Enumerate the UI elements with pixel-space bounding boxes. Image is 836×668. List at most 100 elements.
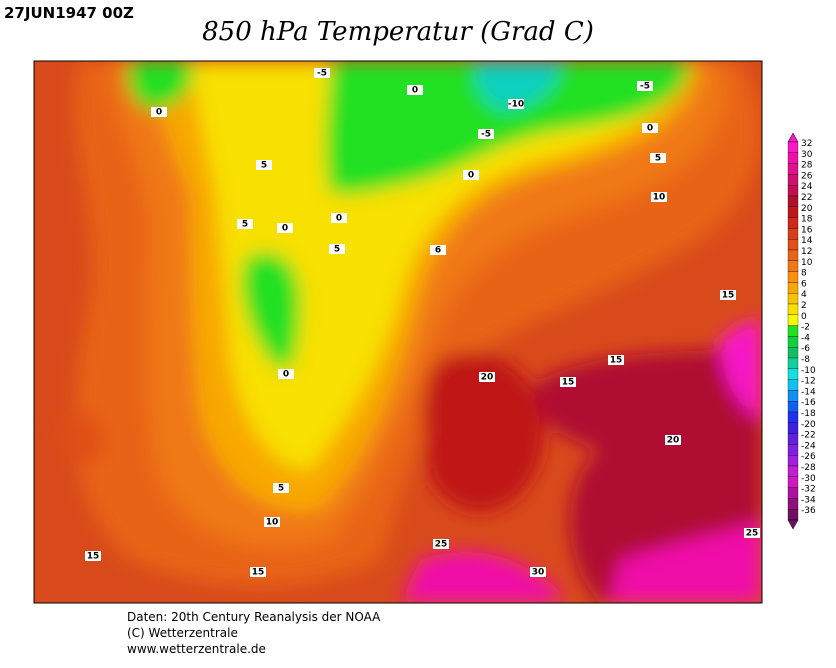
contour-label-box	[430, 245, 446, 255]
contour-labels: -5 0 -10 -5 -5 0 5 10 0 5 5 0 0 5 6 0 0 15 15 15 20 20 5 10 15 15…	[85, 68, 760, 578]
colorbar-label: 2	[801, 301, 807, 311]
colorbar: 32302826242220181614121086420-2-4-6-8-10…	[787, 132, 816, 530]
contour-label-box	[744, 528, 760, 538]
contour-label: 6	[435, 246, 441, 256]
contour-label: 5	[242, 220, 248, 230]
contour-label-box	[720, 290, 736, 300]
contour-label: 0	[412, 86, 418, 96]
colorbar-label: 14	[801, 236, 813, 246]
contour-label: 25	[746, 529, 759, 539]
colorbar-bin	[787, 271, 799, 283]
colorbar-bin	[787, 422, 799, 434]
colorbar-label: 24	[801, 182, 813, 192]
contour-label: 15	[610, 356, 623, 366]
colorbar-label: -22	[801, 431, 816, 441]
contour-label-box	[665, 435, 681, 445]
temperature-field	[34, 61, 762, 603]
map-frame	[33, 60, 763, 604]
contour-label: 15	[562, 378, 575, 388]
colorbar-bin	[787, 498, 799, 510]
colorbar-bin	[787, 401, 799, 413]
contour-label-box	[314, 68, 330, 78]
colorbar-bin	[787, 141, 799, 153]
contour-label-box	[407, 85, 423, 95]
colorbar-label: -16	[801, 398, 816, 408]
contour-label: 5	[334, 245, 340, 255]
contour-label-box	[331, 213, 347, 223]
colorbar-label: -28	[801, 463, 816, 473]
colorbar-label: -24	[801, 441, 816, 451]
contour-label-box	[637, 81, 653, 91]
contour-label: 15	[252, 568, 265, 578]
colorbar-label: -34	[801, 495, 816, 505]
contour-label-box	[277, 223, 293, 233]
contour-label-box	[463, 170, 479, 180]
contour-label: 20	[481, 373, 494, 383]
colorbar-bin	[787, 239, 799, 251]
contour-label: 15	[722, 291, 735, 301]
map-title: 850 hPa Temperatur (Grad C)	[202, 17, 594, 47]
footer-line: Daten: 20th Century Reanalysis der NOAA	[127, 610, 381, 624]
colorbar-bin	[787, 455, 799, 467]
contour-label: 25	[435, 540, 448, 550]
contour-label: 0	[156, 108, 162, 118]
colorbar-bin	[787, 476, 799, 488]
footer-line: (C) Wetterzentrale	[127, 626, 238, 640]
colorbar-label: -36	[801, 506, 816, 516]
contour-label-box	[508, 99, 524, 109]
contour-label: 5	[278, 484, 284, 494]
colorbar-bin	[787, 228, 799, 240]
colorbar-bin	[787, 314, 799, 326]
colorbar-bin	[787, 174, 799, 186]
colorbar-label: -26	[801, 452, 816, 462]
colorbar-label: 6	[801, 279, 807, 289]
contour-label-box	[479, 372, 495, 382]
colorbar-label: 28	[801, 161, 813, 171]
colorbar-bin	[787, 260, 799, 272]
colorbar-bin	[787, 206, 799, 218]
contour-label: 0	[283, 370, 289, 380]
colorbar-bin	[787, 163, 799, 175]
contour-label-box	[433, 539, 449, 549]
colorbar-bin	[787, 152, 799, 164]
contour-label-box	[651, 192, 667, 202]
colorbar-label: 18	[801, 215, 813, 225]
contour-label-box	[478, 129, 494, 139]
colorbar-label: -8	[801, 355, 810, 365]
colorbar-bin	[787, 465, 799, 477]
contour-label: 10	[266, 518, 279, 528]
colorbar-bin	[787, 347, 799, 359]
colorbar-label: 20	[801, 204, 813, 214]
colorbar-bin	[787, 217, 799, 229]
contour-label: 10	[653, 193, 666, 203]
colorbar-bin	[787, 249, 799, 261]
colorbar-label: -6	[801, 344, 810, 354]
colorbar-label: -30	[801, 474, 816, 484]
colorbar-bin	[787, 185, 799, 197]
colorbar-cap	[787, 132, 799, 143]
colorbar-bin	[787, 509, 799, 521]
colorbar-label: 0	[801, 312, 807, 322]
colorbar-bin	[787, 411, 799, 423]
contour-label: -5	[317, 69, 327, 79]
contour-label-box	[608, 355, 624, 365]
date-label: 27JUN1947 00Z	[4, 4, 134, 22]
contour-label-box	[250, 567, 266, 577]
contour-label-box	[273, 483, 289, 493]
colorbar-label: 26	[801, 171, 813, 181]
colorbar-label: 22	[801, 193, 812, 203]
contour-label-box	[256, 160, 272, 170]
colorbar-bin	[787, 444, 799, 456]
colorbar-label: -4	[801, 333, 810, 343]
colorbar-bin	[787, 336, 799, 348]
contour-label: 0	[647, 124, 653, 134]
contour-label: 5	[261, 161, 267, 171]
colorbar-label: -32	[801, 485, 816, 495]
colorbar-bin	[787, 390, 799, 402]
colorbar-label: -18	[801, 409, 816, 419]
contour-label: 5	[655, 154, 661, 164]
contour-label: -5	[481, 130, 491, 140]
contour-label-box	[530, 567, 546, 577]
colorbar-label: 32	[801, 139, 812, 149]
